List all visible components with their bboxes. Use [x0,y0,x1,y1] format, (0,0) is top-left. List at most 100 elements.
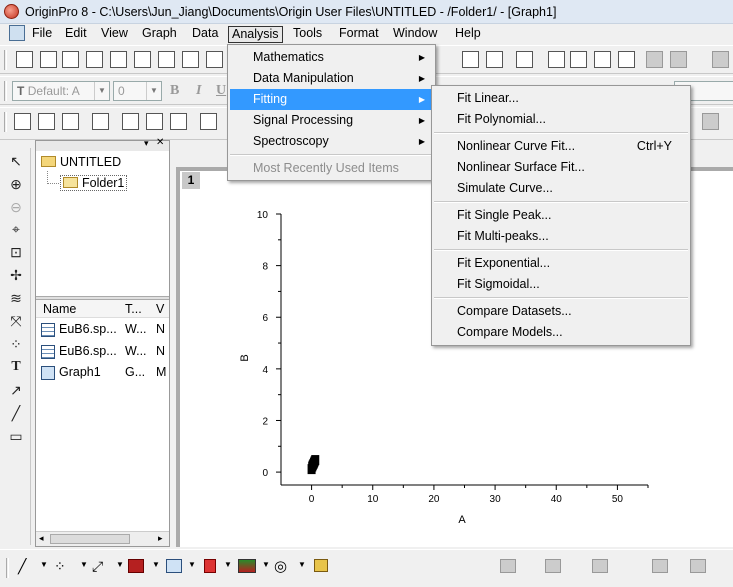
region-select-icon[interactable]: ⁘ [10,336,22,352]
new-worksheet-icon[interactable] [40,51,57,68]
data-reader-tool-icon[interactable]: ✢ [10,267,22,283]
polar-plot-icon[interactable]: ◎ [274,558,288,575]
arrow-tool-icon[interactable]: ↗ [10,382,22,398]
menu-item-compare-models[interactable]: Compare Models... [457,325,563,339]
duplicate-icon[interactable] [486,51,503,68]
chevron-down-icon[interactable]: ▼ [298,560,306,569]
line-tool-icon[interactable]: ╱ [11,405,21,421]
menu-item-mathematics[interactable]: Mathematics ▶ [230,47,433,68]
scroll-right-icon[interactable]: ▸ [158,533,163,543]
settings-icon[interactable] [618,51,635,68]
list-item[interactable]: EuB6.sp... W... N [36,320,169,341]
scatter-plot-icon[interactable]: ⁘ [54,558,66,574]
layout-1-icon[interactable] [122,113,139,130]
menu-view[interactable]: View [101,26,128,40]
menu-item-fit-multi-peaks[interactable]: Fit Multi-peaks... [457,229,549,243]
chevron-down-icon[interactable]: ▼ [224,560,232,569]
scroll-left-icon[interactable]: ◂ [39,533,44,543]
chevron-down-icon[interactable]: ▼ [152,560,160,569]
scroll-thumb[interactable] [50,534,130,544]
menu-item-nonlinear-curve-fit[interactable]: Nonlinear Curve Fit... Ctrl+Y [434,136,688,157]
screen-reader-icon[interactable]: ⌖ [12,221,20,237]
column-type[interactable]: T... [125,302,142,316]
line-symbol-icon[interactable]: ⤢ [92,558,104,574]
data-selector-icon[interactable]: ⊡ [10,244,22,260]
menu-item-spectroscopy[interactable]: Spectroscopy ▶ [230,131,433,152]
rectangle-tool-icon[interactable]: ▭ [9,428,23,444]
menu-item-fit-linear[interactable]: Fit Linear... [457,91,519,105]
zoom-out-icon[interactable]: ⊖ [10,199,22,215]
origin-app-icon[interactable] [4,4,19,19]
chevron-down-icon[interactable]: ▼ [262,560,270,569]
menu-window[interactable]: Window [393,26,438,40]
menu-item-fit-single-peak[interactable]: Fit Single Peak... [457,208,552,222]
menu-tools[interactable]: Tools [293,26,323,40]
multi-panel-icon[interactable] [166,559,182,573]
axis-icon[interactable] [200,113,217,130]
menu-item-data-manipulation[interactable]: Data Manipulation ▶ [230,68,433,89]
new-function-icon[interactable] [134,51,151,68]
template-library-icon[interactable] [314,559,328,572]
menu-item-fitting[interactable]: Fitting ▶ [230,89,433,110]
font-size-combo[interactable]: 0 ▼ [113,81,162,101]
new-excel-icon[interactable] [62,51,79,68]
pointer-icon[interactable]: ↖ [10,153,22,169]
area-plot-icon[interactable] [238,559,256,573]
document-window-icon[interactable] [9,25,25,41]
menu-item-nonlinear-surface-fit[interactable]: Nonlinear Surface Fit... [457,160,585,174]
list-item[interactable]: Graph1 G... M [36,363,169,384]
italic-button[interactable]: I [196,83,202,98]
script-window-icon[interactable] [570,51,587,68]
open-icon[interactable] [206,51,223,68]
menu-analysis[interactable]: Analysis [228,26,283,43]
statistics-plot-icon[interactable] [204,559,216,573]
line-plot-icon[interactable]: ╱ [18,558,27,574]
explorer-splitter[interactable] [36,296,169,300]
zoom-page-icon[interactable] [38,113,55,130]
layout-2-icon[interactable] [146,113,163,130]
menu-file[interactable]: File [32,26,53,40]
data-reader-icon[interactable] [92,113,109,130]
menu-data[interactable]: Data [192,26,219,40]
menu-item-fit-sigmoidal[interactable]: Fit Sigmoidal... [457,277,540,291]
layout-3-icon[interactable] [170,113,187,130]
results-log-icon[interactable] [548,51,565,68]
layer-icon[interactable] [14,113,31,130]
chevron-down-icon[interactable]: ▼ [40,560,48,569]
menu-help[interactable]: Help [455,26,481,40]
chevron-down-icon[interactable]: ▼ [80,560,88,569]
text-tool-icon[interactable]: T [11,359,21,374]
command-window-icon[interactable] [594,51,611,68]
new-layout-icon[interactable] [158,51,175,68]
chevron-down-icon[interactable]: ▼ [116,560,124,569]
new-matrix-icon[interactable] [110,51,127,68]
column-view[interactable]: V [156,302,165,316]
draw-data-icon[interactable]: ⤧ [10,313,22,329]
zoom-in-icon[interactable]: ⊕ [10,176,22,192]
list-item[interactable]: EuB6.sp... W... N [36,342,169,363]
menu-item-compare-datasets[interactable]: Compare Datasets... [457,304,572,318]
new-project-icon[interactable] [16,51,33,68]
underline-button[interactable]: U [216,83,227,98]
close-icon[interactable]: ✕ [156,137,165,148]
column-name[interactable]: Name [43,302,77,316]
horizontal-scrollbar[interactable]: ◂ ▸ [36,531,169,546]
bold-button[interactable]: B [170,83,180,98]
graph-plot[interactable]: 0 10 20 30 40 50 0 2 4 6 8 10 A B [180,171,733,547]
pin-icon[interactable]: ▾ [144,138,149,148]
layer-tab[interactable]: 1 [182,172,200,189]
menu-item-simulate-curve[interactable]: Simulate Curve... [457,181,553,195]
new-notes-icon[interactable] [182,51,199,68]
menu-item-signal-processing[interactable]: Signal Processing ▶ [230,110,433,131]
menu-format[interactable]: Format [339,26,379,40]
project-tree-icon[interactable] [516,51,533,68]
menu-item-fit-polynomial[interactable]: Fit Polynomial... [457,112,546,126]
mask-tool-icon[interactable]: ≋ [10,290,22,306]
font-combo[interactable]: T Default: A ▼ [12,81,110,101]
new-graph-icon[interactable] [86,51,103,68]
menu-graph[interactable]: Graph [142,26,177,40]
code-builder-icon[interactable] [462,51,479,68]
column-plot-icon[interactable] [128,559,144,573]
menu-edit[interactable]: Edit [65,26,87,40]
chevron-down-icon[interactable]: ▼ [188,560,196,569]
